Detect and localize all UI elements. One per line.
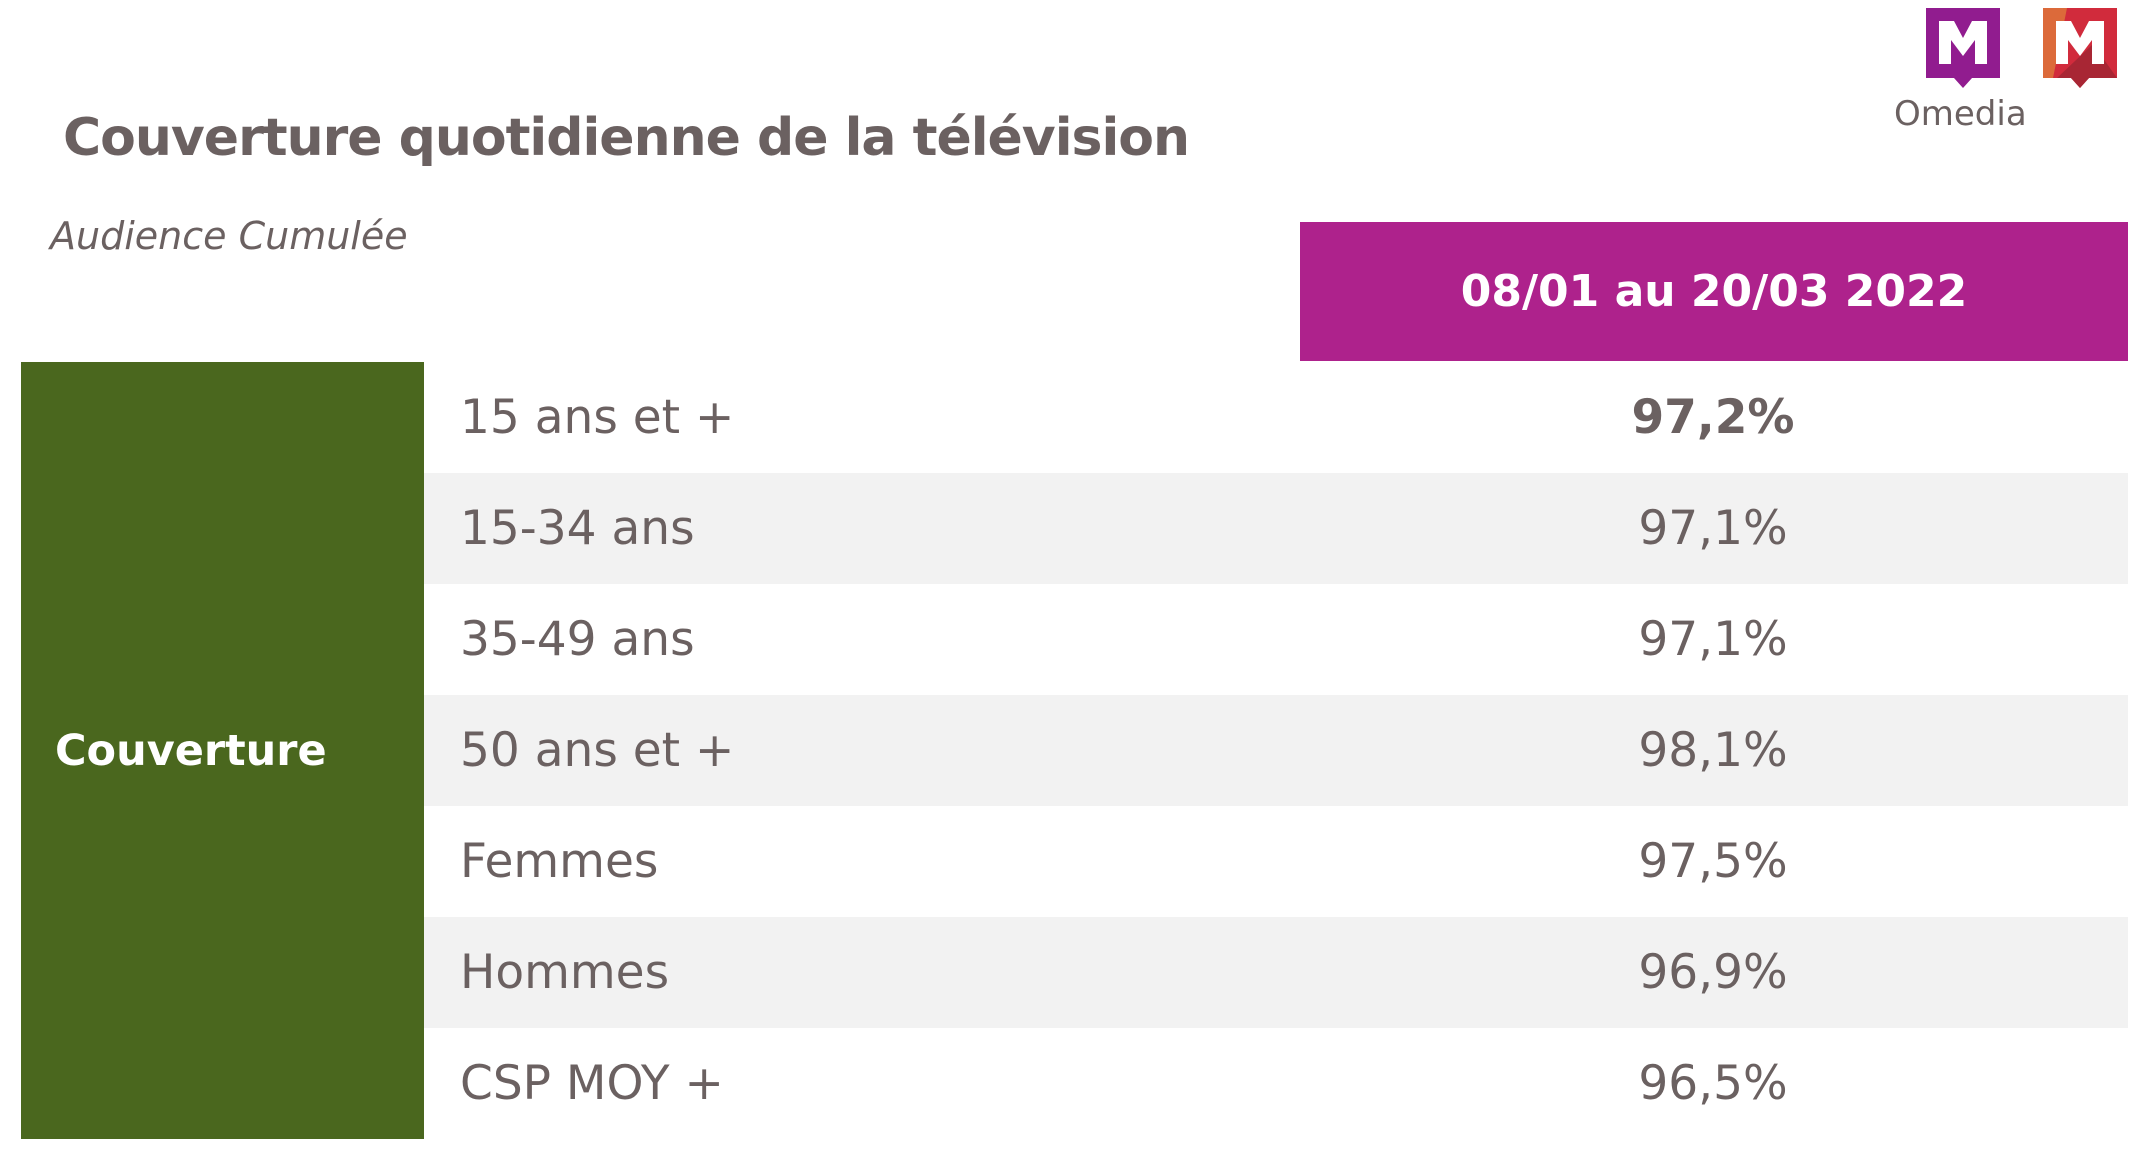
page-title: Couverture quotidienne de la télévision bbox=[63, 108, 1190, 168]
value-text: 96,5% bbox=[1638, 1056, 1788, 1111]
row-label: CSP MOY + bbox=[460, 1056, 724, 1111]
omedia-logo-text: Omedia bbox=[1894, 94, 2027, 134]
row-label: 15 ans et + bbox=[460, 390, 735, 445]
omedia-red-logo-icon bbox=[2043, 8, 2117, 88]
value-text: 97,5% bbox=[1638, 834, 1788, 889]
row-label: 50 ans et + bbox=[460, 723, 735, 778]
table-row: Femmes 97,5% bbox=[424, 806, 2128, 917]
table-row: 15 ans et + 97,2% bbox=[424, 362, 2128, 473]
value-text: 96,9% bbox=[1638, 945, 1788, 1000]
page-subtitle: Audience Cumulée bbox=[50, 214, 408, 258]
coverage-table: 15 ans et + 97,2% 15-34 ans 97,1% 35-49 an… bbox=[424, 362, 2128, 1139]
row-label: 15-34 ans bbox=[460, 501, 695, 556]
table-row: CSP MOY + 96,5% bbox=[424, 1028, 2128, 1139]
value-text: 97,1% bbox=[1638, 501, 1788, 556]
row-label: Femmes bbox=[460, 834, 659, 889]
row-label: 35-49 ans bbox=[460, 612, 695, 667]
period-header: 08/01 au 20/03 2022 bbox=[1300, 222, 2128, 361]
value-text: 98,1% bbox=[1638, 723, 1788, 778]
group-label: Couverture bbox=[21, 362, 424, 1139]
omedia-purple-logo-icon bbox=[1926, 8, 2000, 88]
value-text: 97,1% bbox=[1638, 612, 1788, 667]
table-row: 15-34 ans 97,1% bbox=[424, 473, 2128, 584]
table-row: Hommes 96,9% bbox=[424, 917, 2128, 1028]
value-text: 97,2% bbox=[1631, 390, 1795, 445]
table-row: 35-49 ans 97,1% bbox=[424, 584, 2128, 695]
table-row: 50 ans et + 98,1% bbox=[424, 695, 2128, 806]
row-label: Hommes bbox=[460, 945, 670, 1000]
